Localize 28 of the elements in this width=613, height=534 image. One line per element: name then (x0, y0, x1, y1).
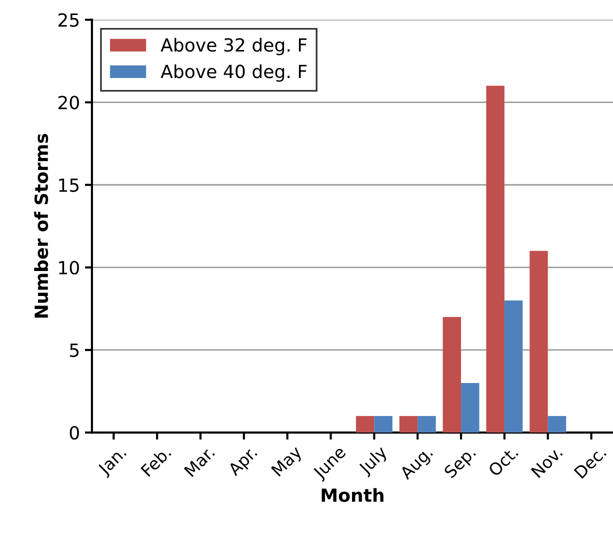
bar (461, 383, 480, 433)
x-tick-label: Sep. (443, 446, 478, 481)
y-tick-label: 10 (59, 260, 79, 275)
x-tick-label: Dec. (574, 446, 607, 479)
x-tick-label: Apr. (227, 446, 260, 479)
bar (418, 416, 436, 433)
x-tick-label: Jan. (96, 446, 129, 478)
y-axis-title: Number of Storms (34, 134, 48, 318)
y-tick-label: 0 (70, 426, 79, 440)
bar (486, 86, 504, 433)
x-tick-label: Nov. (530, 446, 563, 478)
x-tick-label: Feb. (140, 446, 172, 477)
y-tick-label: 15 (59, 178, 79, 192)
bar (374, 416, 392, 433)
legend-label: Above 40 deg. F (160, 64, 307, 82)
x-axis-title: Month (322, 488, 384, 502)
y-tick-label: 5 (70, 344, 79, 358)
bar (504, 300, 523, 433)
x-tick-label: Oct. (488, 446, 519, 477)
bar (399, 416, 418, 433)
bar (442, 316, 462, 433)
x-tick-label: Mar. (184, 446, 216, 478)
y-tick-label: 20 (58, 96, 79, 110)
bar (530, 250, 548, 433)
legend-label: Above 32 deg. F (160, 38, 307, 56)
bar (356, 416, 374, 433)
y-tick-label: 25 (58, 13, 79, 27)
bar (548, 416, 566, 433)
